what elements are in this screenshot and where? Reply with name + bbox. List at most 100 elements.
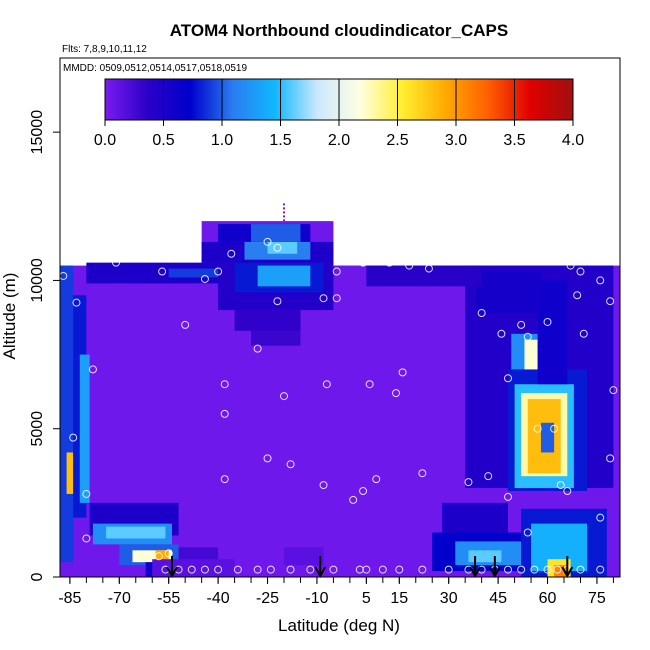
sample-point (227, 249, 236, 258)
heatmap-cell (524, 339, 538, 370)
sample-point (187, 565, 196, 574)
sample-point (533, 424, 542, 433)
x-tick-label: 60 (539, 590, 557, 607)
x-tick-label: -10 (305, 590, 328, 607)
heatmap-cell (442, 502, 508, 533)
sample-point (405, 261, 414, 270)
colorbar-tick-label: 4.0 (562, 132, 584, 149)
heatmap-cell (475, 271, 541, 314)
sample-point (500, 255, 509, 264)
sample-point (550, 424, 559, 433)
sample-point (233, 565, 242, 574)
arrow-marker (469, 556, 481, 579)
sample-point (164, 549, 173, 558)
sample-point (398, 368, 407, 377)
sample-point (214, 565, 223, 574)
sample-point (504, 565, 512, 574)
sample-point (319, 294, 328, 303)
sample-point (517, 249, 526, 258)
x-tick-label: 45 (489, 590, 507, 607)
sample-point (362, 565, 371, 574)
sample-point (530, 565, 539, 574)
heatmap-cell (468, 550, 502, 563)
sample-point (609, 386, 618, 395)
sample-point (82, 534, 91, 543)
sample-point (596, 276, 605, 285)
sample-arrows (166, 556, 574, 579)
flights-label: Flts: 7,8,9,10,11,12 (62, 44, 147, 55)
sample-point (477, 309, 486, 318)
colorbar-tick-label: 2.5 (386, 132, 408, 149)
sample-point (576, 267, 585, 276)
sample-point (154, 552, 163, 561)
heatmap-cell (251, 224, 301, 242)
sample-point (263, 454, 272, 463)
y-axis: 0 5000 10000 15000 (29, 110, 60, 581)
sample-point (60, 271, 68, 280)
sample-point (606, 297, 615, 306)
sample-point (464, 240, 473, 249)
x-tick-label: 5 (362, 590, 371, 607)
heatmap-cell (60, 265, 74, 563)
heatmap-cell (132, 550, 172, 563)
x-tick-label: -55 (157, 590, 180, 607)
sample-point (576, 565, 585, 574)
colorbar: 0.0 0.5 1.0 1.5 2.0 2.5 3.0 3.5 4.0 (94, 78, 584, 149)
sample-point (517, 565, 526, 574)
arrow-marker (166, 556, 178, 579)
sample-point (329, 565, 338, 574)
arrow-head (561, 566, 574, 579)
heatmap-cell (540, 422, 555, 453)
sample-point (253, 565, 262, 574)
sample-point (596, 565, 605, 574)
y-tick-label: 15000 (29, 110, 46, 155)
x-axis: -85 -70 -55 -40 -25 -10 5 15 30 45 60 75 (58, 577, 614, 607)
colorbar-tick-label: 1.0 (211, 132, 233, 149)
sample-point (395, 565, 404, 574)
sample-point (523, 332, 532, 341)
heatmap-cell (251, 330, 301, 346)
sample-point (566, 261, 575, 270)
sample-point (543, 317, 552, 326)
sample-point (365, 380, 374, 389)
sample-point (543, 565, 552, 574)
sample-point (253, 344, 262, 353)
x-tick-label: -25 (256, 590, 279, 607)
sample-point (306, 565, 315, 574)
dates-label: MMDD: 0509,0512,0514,0517,0518,0519 (63, 63, 247, 74)
colorbar-tick-label: 2.0 (328, 132, 350, 149)
arrow-head (166, 566, 178, 579)
sample-point (286, 565, 295, 574)
sample-point (359, 486, 368, 495)
sample-point (464, 478, 473, 487)
sample-point (596, 513, 605, 522)
sample-point (263, 237, 272, 246)
colorbar-tick-label: 3.0 (445, 132, 467, 149)
sample-point (385, 258, 394, 267)
sample-point (504, 492, 512, 501)
sample-point (88, 365, 97, 374)
heatmap-cell (152, 559, 235, 577)
chart-title: ATOM4 Northbound cloudindicator_CAPS (170, 21, 508, 40)
heatmap-cell (257, 265, 311, 287)
heatmap-cell (79, 354, 90, 503)
sample-point (319, 481, 328, 490)
sample-point (497, 329, 506, 338)
sample-point (484, 472, 493, 481)
x-tick-label: 15 (390, 590, 408, 607)
heatmap-cell (66, 452, 74, 494)
heatmap-cell (234, 310, 301, 331)
sample-point (112, 258, 120, 267)
sample-point (82, 489, 91, 498)
sample-point (266, 565, 275, 574)
colorbar-tick-label: 1.5 (269, 132, 291, 149)
sample-point (72, 298, 81, 307)
plot-frame (59, 57, 621, 578)
sample-point (378, 565, 387, 574)
heatmap-cell (537, 280, 568, 385)
sample-point (214, 267, 223, 276)
arrow-head (488, 566, 501, 579)
heatmap-layer (60, 203, 620, 577)
sample-point (200, 274, 209, 283)
arrow-head (469, 566, 481, 579)
